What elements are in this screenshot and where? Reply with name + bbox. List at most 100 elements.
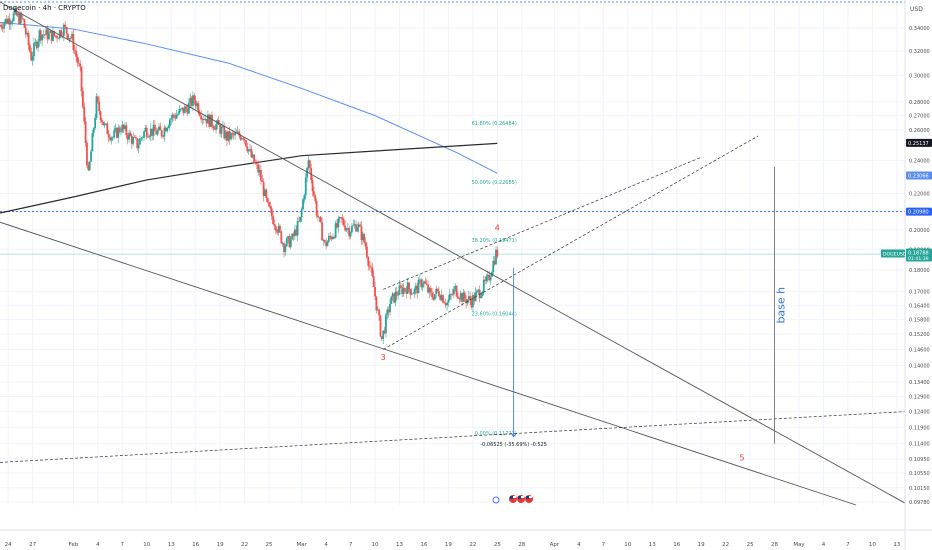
candle-body [84,121,87,143]
candle-body [217,120,220,125]
replay-controls[interactable] [492,495,533,504]
candle-body [27,33,30,46]
candle-body [76,56,79,63]
candle-body [155,130,158,135]
candle-body [334,223,337,238]
y-tick-label: 0.11400 [909,442,930,448]
candle-body [353,224,356,226]
horizontal-lines-layer [0,1,905,255]
candle-body [48,32,50,40]
y-tick-label: 0.24000 [909,158,930,164]
candle-body [365,246,368,258]
trendline[interactable] [383,135,759,350]
candle-body [239,135,242,140]
x-tick-label: 25 [266,542,273,548]
candle-body [65,26,68,34]
price-tags-layer: 0.25137 0.23066 0.20980 DOGEUSD 0.1878801:41… [881,138,932,262]
candle-body [118,127,121,132]
y-tick-label: 0.27000 [909,114,930,120]
candle-body [332,236,334,240]
candle-body [67,33,69,40]
trendline[interactable] [0,411,906,463]
x-tick-label: 16 [192,542,199,548]
candle-body [308,160,311,169]
candle-body [361,233,364,241]
candle-body [307,160,310,168]
candle-body [24,27,27,35]
candle-body [414,285,417,290]
fib-retracement-layer: 61.80% (0.26484) 50.00% (0.22685) 38.20% (… [472,121,517,437]
candle-body [41,34,44,41]
candle-body [175,114,178,119]
candle-body [333,236,336,238]
candle-body [189,97,192,103]
candle-body [182,107,185,114]
candle-body [401,286,404,295]
candle-body [261,180,264,183]
candle-body [293,229,296,237]
candle-body [359,224,361,227]
flag-canton-icon [510,496,513,499]
candle-body [201,118,204,120]
candle-body [167,126,170,129]
candle-body [338,217,341,219]
trendline[interactable] [383,156,702,290]
candle-body [325,241,328,247]
candle-body [492,260,495,273]
candle-body [298,221,300,222]
candle-body [68,38,71,40]
last-price-text: 0.18788 [908,251,929,257]
symbol-ticker-text: DOGEUSD [883,252,907,258]
candle-body [204,118,207,121]
y-tick-label: 0.26000 [909,128,930,134]
candle-body [348,228,351,237]
candles-layer [0,5,499,345]
candle-body [30,51,33,61]
candle-body [90,151,92,162]
candle-body [193,95,196,101]
candle-body [481,291,484,296]
candle-body [495,249,497,265]
candle-body [438,291,440,296]
candle-body [413,289,416,294]
candle-body [53,31,56,36]
candle-body [402,287,405,295]
candle-body [443,302,446,304]
x-tick-label: 7 [121,542,125,548]
trendline[interactable] [0,1,906,504]
candle-body [130,136,133,144]
candle-body [18,13,20,24]
y-tick-label: 0.22000 [909,192,930,198]
candle-body [349,232,352,237]
measure-label: -0.06525 (-35.69%) -0.525 [480,442,547,448]
candle-body [346,228,349,229]
candle-body [212,125,215,129]
candle-body [159,126,162,131]
candle-body [493,260,496,265]
x-tick-label: Feb [69,542,79,548]
trendline[interactable] [0,221,857,506]
candle-body [137,144,140,149]
candle-body [103,123,106,126]
x-tick-label: 28 [518,542,525,548]
candle-body [166,128,169,132]
candle-body [317,215,319,218]
candle-body [56,36,58,39]
candle-body [111,137,114,139]
candle-body [330,236,333,240]
candle-body [114,128,117,131]
x-tick-label: 4 [96,542,100,548]
x-tick-label: 10 [869,542,876,548]
candle-body [336,223,338,228]
candle-body [260,169,262,181]
replay-icon[interactable] [492,496,500,504]
candle-body [451,294,454,295]
candle-body [34,42,37,44]
price-axis[interactable]: 0.34000 0.32000 0.30000 0.28000 0.27000 0.260… [904,0,930,550]
candle-body [429,288,432,293]
time-axis[interactable]: 24 27 Feb 4 7 10 13 16 19 22 25 Mar 4 7 10 13 16 19 22 25 28… [0,529,932,548]
trendlines-layer[interactable] [0,1,906,506]
candle-body [463,292,466,300]
candle-body [58,30,61,39]
